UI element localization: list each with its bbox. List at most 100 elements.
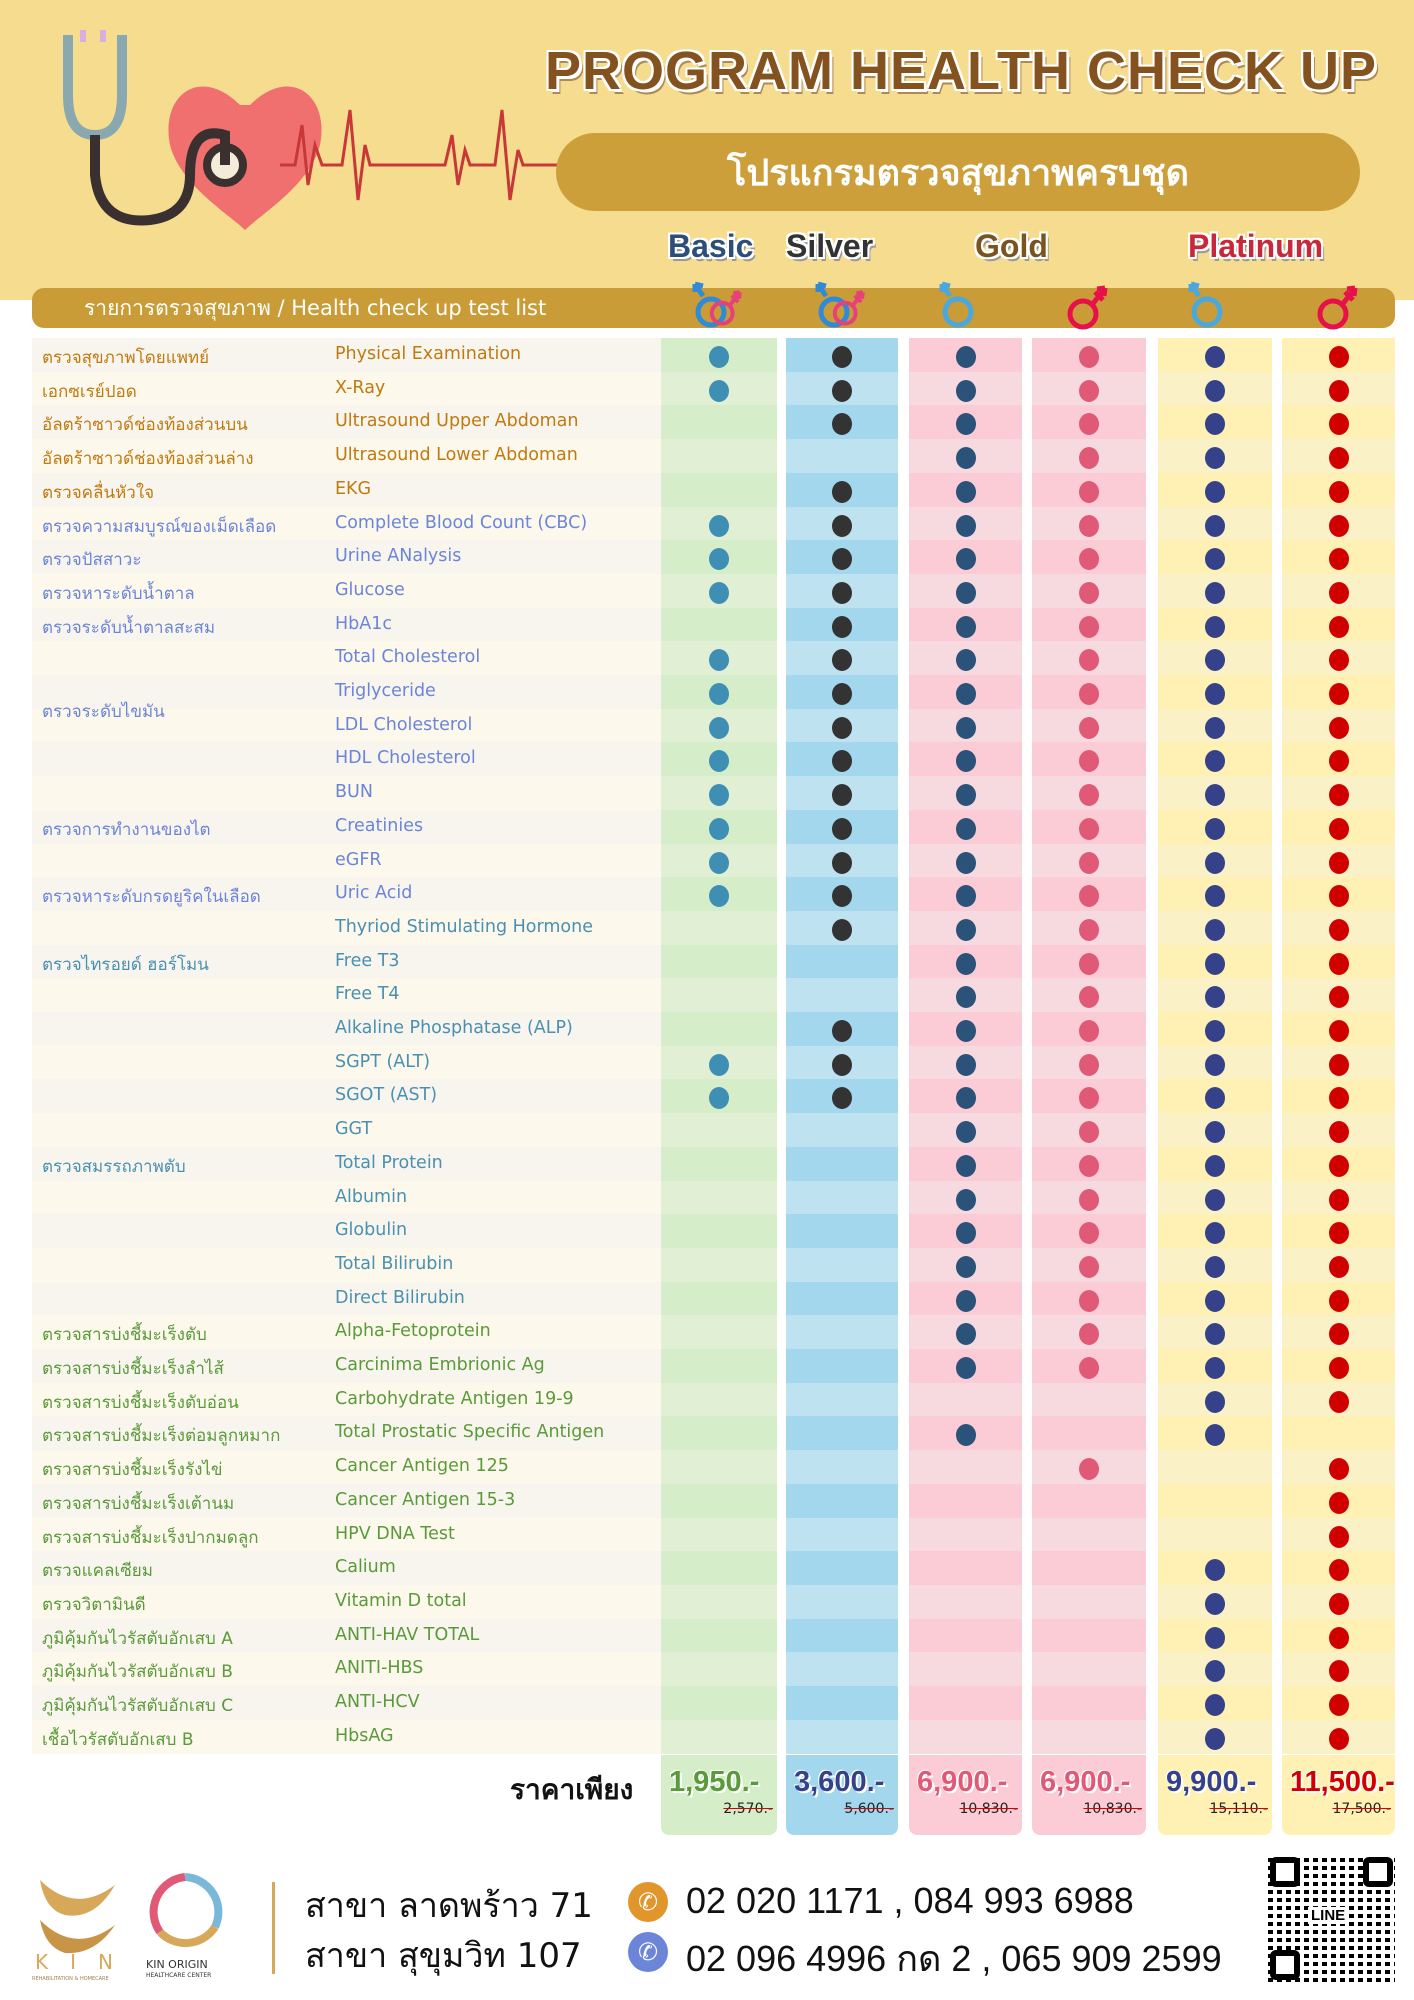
row-label-area: Albumin (32, 1180, 661, 1215)
test-name-th: ตรวจความสมบูรณ์ของเม็ดเลือด (42, 516, 277, 537)
test-name-th: อัลตร้าซาวด์ช่องท้องส่วนล่าง (42, 449, 254, 470)
column-cell-platinum (1158, 1719, 1272, 1754)
row-label-area: Free T3 (32, 944, 661, 979)
column-cell-gold (909, 978, 1022, 1013)
column-cell-basic (661, 506, 777, 541)
included-dot (1079, 918, 1099, 941)
column-cell-platinum (1158, 573, 1272, 608)
column-cell-basic (661, 910, 777, 945)
branch-phone[interactable]: 02 096 4996 กด 2 , 065 909 2599 (686, 1938, 1222, 1979)
included-dot (955, 413, 976, 436)
test-name-th: ตรวจสารบ่งชี้มะเร็งปากมดลูก (42, 1527, 259, 1548)
included-dot (709, 817, 729, 840)
test-name-en: Triglyceride (335, 681, 436, 701)
column-cell-gold (1032, 1551, 1146, 1586)
table-row: eGFR (32, 843, 1395, 878)
column-cell-platinum (1158, 1012, 1272, 1046)
column-cell-basic (661, 1349, 777, 1383)
test-name-th: ตรวจแคลเซียม (42, 1561, 153, 1582)
test-name-en: GGT (335, 1119, 373, 1140)
included-dot (1079, 1188, 1099, 1211)
included-dot (709, 716, 729, 739)
included-dot (955, 716, 976, 739)
column-cell-silver (786, 1315, 898, 1350)
column-cell-basic (661, 742, 777, 777)
test-name-en: Uric Acid (335, 883, 413, 904)
table-row: GGT (32, 1113, 1395, 1148)
column-cell-gold (909, 472, 1022, 507)
column-cell-silver (786, 1584, 898, 1619)
included-dot (955, 1188, 976, 1211)
included-dot (1205, 413, 1225, 436)
column-cell-gold (909, 1450, 1022, 1485)
column-cell-platinum (1158, 1382, 1272, 1417)
column-cell-basic (661, 1146, 777, 1181)
column-cell-platinum (1282, 1584, 1395, 1619)
test-name-th: ตรวจไทรอยด์ ฮอร์โมน (42, 954, 209, 975)
column-cell-gold (909, 1719, 1022, 1754)
price-now: 6,900.- (917, 1766, 1008, 1798)
included-dot (1205, 683, 1225, 705)
price-cell (1282, 1755, 1395, 1835)
included-dot (1205, 1592, 1225, 1615)
column-cell-gold (1032, 1281, 1146, 1316)
included-dot (1079, 750, 1099, 773)
column-cell-gold (1032, 1079, 1146, 1114)
row-label-area: LDL Cholesterol (32, 708, 661, 743)
column-cell-gold (1032, 1113, 1146, 1148)
column-cell-silver (786, 338, 898, 372)
unisex-icon (815, 281, 865, 328)
column-cell-gold (1032, 1315, 1146, 1350)
column-cell-gold (1032, 1450, 1146, 1485)
column-cell-silver (786, 641, 898, 676)
column-cell-silver (786, 910, 898, 945)
column-cell-gold (1032, 1652, 1146, 1687)
row-label-area: Alkaline Phosphatase (ALP) (32, 1012, 661, 1046)
tier-basic: Basic (668, 228, 754, 264)
test-name-th: ตรวจสารบ่งชี้มะเร็งรังไข่ (42, 1460, 223, 1481)
branch-phone[interactable]: 02 020 1171 , 084 993 6988 (686, 1880, 1134, 1921)
column-cell-platinum (1158, 439, 1272, 474)
column-cell-platinum (1158, 1483, 1272, 1518)
column-cell-basic (661, 1652, 777, 1687)
column-cell-silver (786, 1517, 898, 1552)
column-cell-gold (909, 439, 1022, 474)
included-dot (955, 952, 976, 975)
column-cell-silver (786, 1618, 898, 1653)
column-cell-gold (1032, 1349, 1146, 1383)
test-list-title: รายการตรวจสุขภาพ / Health check up test … (84, 296, 547, 320)
column-cell-basic (661, 573, 777, 608)
table-row: Carcinima Embrionic Ag ตรวจสารบ่งชี้มะเร็… (32, 1349, 1395, 1383)
line-qr-code[interactable]: LINE (1268, 1855, 1395, 1982)
column-cell-basic (661, 1113, 777, 1148)
included-dot (832, 1053, 852, 1076)
column-cell-platinum (1282, 1012, 1395, 1046)
column-cell-silver (786, 708, 898, 743)
column-cell-silver (786, 1652, 898, 1687)
row-label-area: HDL Cholesterol (32, 742, 661, 777)
table-row: Direct Bilirubin (32, 1281, 1395, 1316)
included-dot (1079, 817, 1099, 840)
row-label-area: HbA1c (32, 607, 661, 642)
table-row: Urine ANalysis ตรวจปัสสาวะ (32, 540, 1395, 575)
column-cell-gold (909, 607, 1022, 642)
column-cell-silver (786, 1214, 898, 1249)
included-dot (1205, 1053, 1225, 1076)
included-dot (832, 885, 852, 908)
included-dot (1328, 1694, 1349, 1716)
row-label-area: HbsAG (32, 1719, 661, 1754)
row-label-area: Total Prostatic Specific Antigen (32, 1416, 661, 1451)
column-cell-basic (661, 944, 777, 979)
included-dot (1328, 750, 1349, 773)
included-dot (1205, 581, 1225, 604)
included-dot (832, 683, 852, 705)
stethoscope-heart-icon (63, 30, 560, 230)
column-cell-basic (661, 1247, 777, 1282)
price-original: 5,600.- (844, 1801, 894, 1817)
column-cell-silver (786, 506, 898, 541)
column-cell-platinum (1282, 641, 1395, 676)
test-name-en: Ultrasound Lower Abdoman (335, 445, 578, 466)
included-dot (1079, 413, 1099, 436)
test-name-en: Urine ANalysis (335, 546, 462, 567)
column-cell-platinum (1158, 1686, 1272, 1720)
